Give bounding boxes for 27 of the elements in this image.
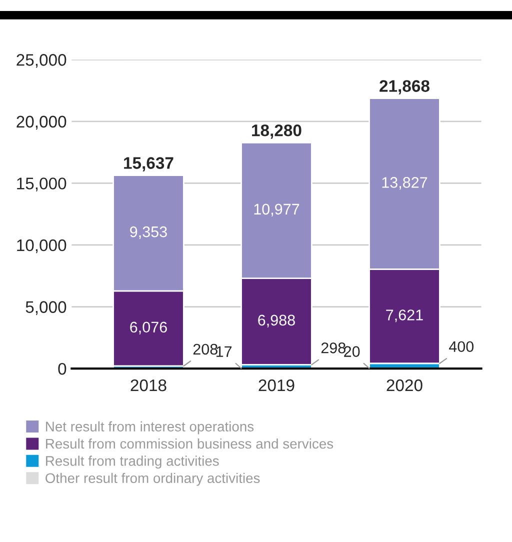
data-label: 20	[344, 346, 360, 357]
x-tick-label: 2018	[130, 379, 166, 392]
data-label: 6,076	[130, 322, 167, 334]
y-tick-label: 0	[58, 362, 66, 375]
data-label: 208	[193, 344, 218, 355]
data-label: 7,621	[386, 310, 423, 322]
legend-label: Result from trading activities	[46, 456, 219, 469]
y-tick-label: 15,000	[17, 178, 66, 192]
data-label: 400	[448, 341, 474, 352]
data-label: 6,988	[258, 314, 295, 328]
total-label: 21,868	[380, 80, 430, 94]
legend-label: Result from commission business and services	[46, 438, 334, 449]
x-tick-label: 2020	[386, 379, 422, 392]
total-label: 15,637	[124, 157, 174, 172]
y-tick-label: 10,000	[17, 239, 66, 254]
data-label: 17	[216, 346, 232, 357]
x-tick-label: 2019	[258, 379, 294, 392]
total-label: 18,280	[252, 124, 302, 139]
y-tick-label: 5,000	[26, 301, 66, 315]
legend-label: Other result from ordinary activities	[46, 472, 260, 486]
y-tick-label: 20,000	[16, 116, 66, 130]
y-tick-label: 25,000	[16, 54, 66, 68]
legend-label: Net result from interest operations	[46, 421, 254, 434]
data-label: 9,353	[130, 226, 167, 240]
data-label: 298	[321, 342, 346, 354]
data-label: 13,827	[382, 177, 428, 190]
data-label: 10,977	[254, 204, 300, 216]
